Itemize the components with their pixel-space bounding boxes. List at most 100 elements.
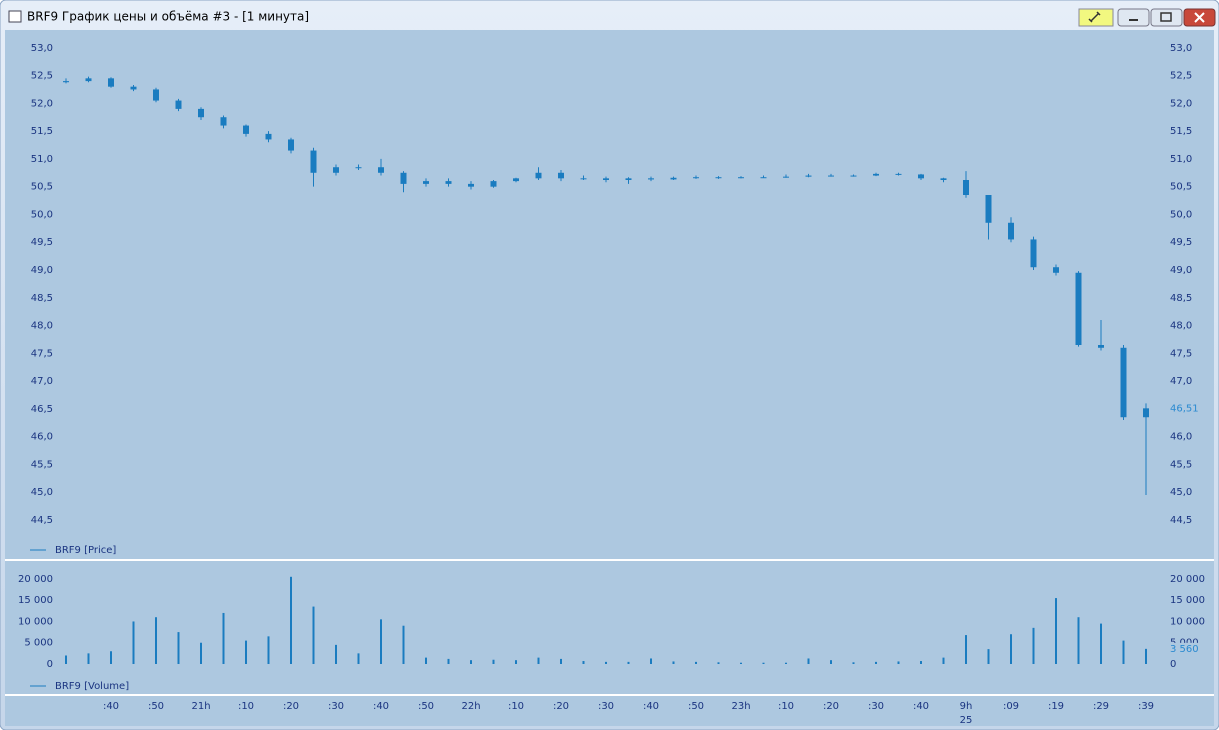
candle-body: [715, 177, 722, 179]
volume-bar: [222, 612, 225, 664]
y-tick-label: 46,0: [31, 432, 53, 443]
candle-body: [873, 173, 879, 176]
volume-bar: [1010, 634, 1012, 664]
y-tick-label: 44,5: [31, 515, 53, 526]
x-tick-label: :50: [148, 701, 164, 712]
volume-bar: [1100, 623, 1102, 664]
volume-bar: [695, 661, 697, 664]
minimize-button[interactable]: [1117, 8, 1150, 27]
x-tick-label: :20: [823, 701, 839, 712]
x-tick-label: :30: [598, 701, 614, 712]
volume-bar: [380, 619, 382, 664]
volume-bar: [807, 658, 810, 664]
candle-body: [265, 133, 272, 140]
candle-body: [288, 139, 294, 151]
close-icon: [1194, 12, 1205, 23]
volume-bar: [290, 576, 292, 664]
volume-bar: [65, 655, 67, 664]
volume-bar: [785, 662, 787, 664]
value-label-bg: [1166, 642, 1200, 655]
y2-tick-label: 53,0: [1170, 43, 1192, 54]
y2-tick-label: 51,5: [1170, 126, 1192, 137]
y2-tick-label: 51,0: [1170, 154, 1192, 165]
y2-tick-label: 48,0: [1170, 321, 1192, 332]
y-tick-label: 45,5: [31, 459, 53, 470]
volume-bar: [245, 640, 247, 664]
volume-bar: [132, 621, 135, 664]
candle-body: [963, 180, 969, 195]
volume-bar: [965, 635, 967, 664]
y-tick-label: 46,5: [31, 404, 53, 415]
x-tick-label: :29: [1093, 701, 1109, 712]
candle-body: [918, 174, 924, 179]
maximize-icon: [1160, 12, 1172, 22]
x-tick-label: :40: [103, 701, 119, 712]
y-tick-label: 50,0: [31, 209, 53, 220]
candle-body: [985, 195, 992, 223]
y2-tick-label: 15 000: [1170, 595, 1205, 606]
candle-body: [1120, 347, 1127, 418]
candle-body: [535, 172, 542, 179]
candle-body: [153, 89, 159, 101]
candle-body: [310, 150, 317, 173]
y-tick-label: 52,5: [31, 71, 53, 82]
x-tick-label: :30: [868, 701, 884, 712]
volume-bar: [1055, 598, 1057, 664]
y2-tick-label: 45,5: [1170, 459, 1192, 470]
y-tick-label: 47,0: [31, 376, 53, 387]
candle-body: [940, 178, 947, 180]
x-tick-label: :50: [688, 701, 704, 712]
candle-body: [175, 100, 182, 109]
y2-tick-label: 52,5: [1170, 71, 1192, 82]
volume-bar: [470, 660, 472, 664]
legend-label: BRF9 [Volume]: [55, 681, 129, 692]
volume-bar: [920, 661, 922, 664]
x-date-label: 25: [960, 715, 973, 726]
value-label: 46,51: [1170, 403, 1199, 414]
volume-bar: [717, 662, 720, 664]
window-icon: [8, 10, 22, 23]
y-tick-label: 10 000: [18, 616, 53, 627]
y-tick-label: 48,5: [31, 293, 53, 304]
volume-bar: [110, 651, 112, 664]
candle-body: [828, 175, 834, 177]
candle-body: [85, 78, 92, 82]
candle-body: [243, 125, 249, 134]
volume-bar: [875, 661, 877, 664]
window-title: BRF9 График цены и объёма #3 - [1 минута…: [27, 10, 309, 24]
y2-tick-label: 45,0: [1170, 487, 1192, 498]
volume-bar: [177, 632, 180, 664]
candle-body: [490, 181, 497, 187]
x-tick-label: 22h: [461, 701, 480, 712]
y-tick-label: 20 000: [18, 574, 53, 585]
y2-tick-label: 50,0: [1170, 209, 1192, 220]
volume-bar: [155, 617, 157, 664]
x-tick-label: :20: [283, 701, 299, 712]
link-button[interactable]: [1078, 8, 1114, 27]
x-tick-label: :10: [778, 701, 794, 712]
volume-bar: [267, 636, 270, 664]
candle-body: [468, 183, 474, 187]
candle-body: [670, 177, 677, 180]
candle-body: [895, 173, 902, 175]
candle-body: [63, 81, 69, 83]
y-tick-label: 49,5: [31, 237, 53, 248]
x-tick-label: :30: [328, 701, 344, 712]
candle-body: [378, 167, 384, 173]
candle-body: [558, 172, 564, 179]
candle-body: [198, 108, 204, 118]
x-tick-label: :19: [1048, 701, 1064, 712]
y-tick-label: 51,5: [31, 126, 53, 137]
volume-bar: [1077, 617, 1080, 664]
volume-bar: [402, 625, 405, 664]
maximize-button[interactable]: [1150, 8, 1183, 27]
value-label: 3 560: [1170, 644, 1199, 655]
x-tick-label: :40: [913, 701, 929, 712]
candle-body: [1053, 267, 1059, 273]
y-tick-label: 49,0: [31, 265, 53, 276]
volume-bar: [87, 653, 90, 664]
volume-bar: [987, 649, 990, 664]
x-tick-label: :40: [373, 701, 389, 712]
